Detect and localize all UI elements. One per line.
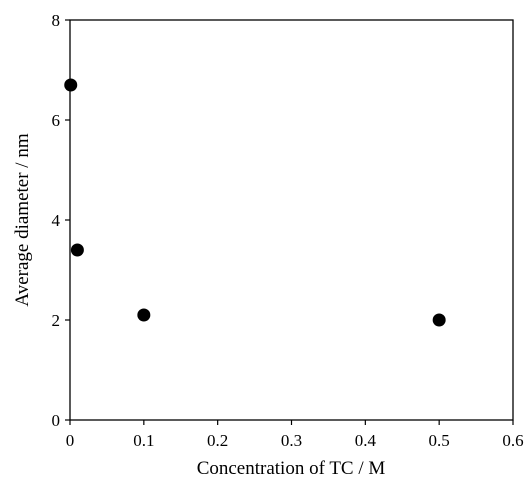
y-tick-label: 2: [52, 311, 61, 330]
x-tick-label: 0.1: [133, 431, 154, 450]
x-tick-label: 0.3: [281, 431, 302, 450]
data-point: [64, 78, 78, 92]
y-tick-label: 0: [52, 411, 61, 430]
data-point: [70, 243, 84, 257]
x-tick-label: 0.5: [429, 431, 450, 450]
y-axis-title: Average diameter / nm: [12, 133, 33, 306]
data-point: [137, 308, 151, 322]
plot-frame: [69, 19, 514, 421]
y-tick-label: 4: [52, 211, 61, 230]
data-point: [432, 313, 446, 327]
data-points: [64, 78, 446, 327]
y-axis-ticks: 0 2 4 6 8: [52, 11, 70, 430]
x-tick-label: 0.6: [502, 431, 523, 450]
x-tick-label: 0.4: [355, 431, 377, 450]
x-tick-label: 0: [66, 431, 75, 450]
x-tick-label: 0.2: [207, 431, 228, 450]
y-tick-label: 8: [52, 11, 61, 30]
x-axis-title: Concentration of TC / M: [197, 458, 386, 479]
y-tick-label: 6: [52, 111, 61, 130]
x-axis-ticks: 0 0.1 0.2 0.3 0.4 0.5 0.6: [66, 420, 524, 450]
